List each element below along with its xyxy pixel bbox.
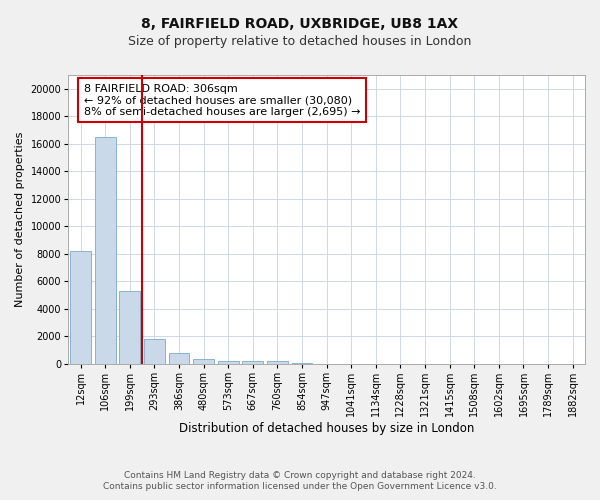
X-axis label: Distribution of detached houses by size in London: Distribution of detached houses by size …: [179, 422, 475, 435]
Bar: [169, 353, 190, 364]
Bar: [119, 291, 140, 364]
Bar: [218, 361, 239, 364]
Y-axis label: Number of detached properties: Number of detached properties: [15, 132, 25, 307]
Text: Contains public sector information licensed under the Open Government Licence v3: Contains public sector information licen…: [103, 482, 497, 491]
Bar: [95, 137, 116, 364]
Bar: [242, 361, 263, 364]
Text: 8, FAIRFIELD ROAD, UXBRIDGE, UB8 1AX: 8, FAIRFIELD ROAD, UXBRIDGE, UB8 1AX: [142, 18, 458, 32]
Bar: [193, 359, 214, 364]
Text: Contains HM Land Registry data © Crown copyright and database right 2024.: Contains HM Land Registry data © Crown c…: [124, 471, 476, 480]
Bar: [144, 339, 165, 364]
Text: 8 FAIRFIELD ROAD: 306sqm
← 92% of detached houses are smaller (30,080)
8% of sem: 8 FAIRFIELD ROAD: 306sqm ← 92% of detach…: [84, 84, 360, 117]
Bar: [267, 361, 288, 364]
Bar: [70, 251, 91, 364]
Text: Size of property relative to detached houses in London: Size of property relative to detached ho…: [128, 35, 472, 48]
